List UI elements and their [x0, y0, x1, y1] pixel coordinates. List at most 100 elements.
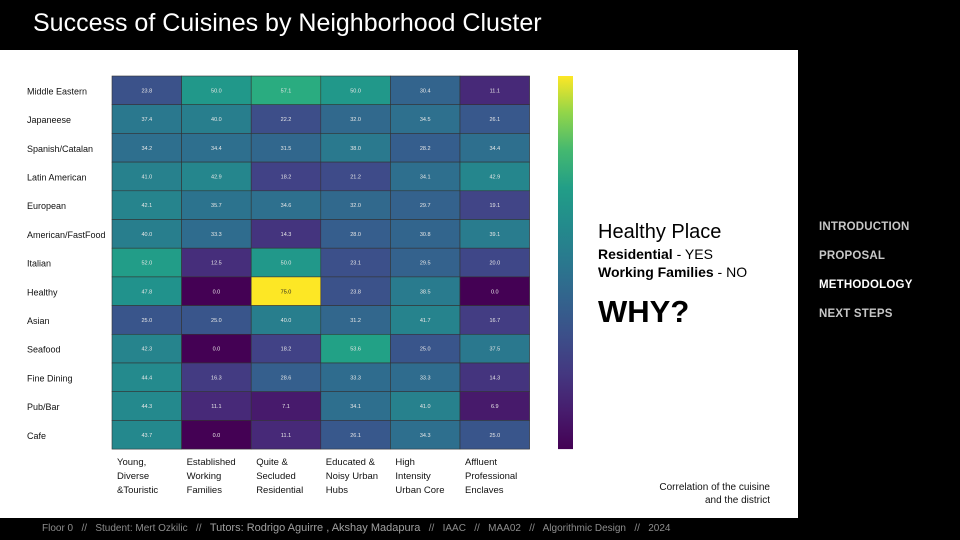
- column-label: Secluded: [256, 471, 296, 482]
- cell-value-label: 40.0: [211, 117, 222, 123]
- side-nav: INTRODUCTION PROPOSAL METHODOLOGY NEXT S…: [819, 219, 954, 335]
- column-label: Established: [187, 457, 236, 468]
- footer-bar: Floor 0 // Student: Mert Ozkilic // Tuto…: [0, 518, 960, 540]
- cell-value-label: 25.0: [489, 433, 500, 439]
- nav-next-steps[interactable]: NEXT STEPS: [819, 308, 893, 320]
- row-label: Japaneese: [27, 115, 71, 125]
- cell-value-label: 50.0: [211, 88, 222, 94]
- heatmap-cell: [111, 362, 182, 393]
- footer-text: Floor 0 // Student: Mert Ozkilic // Tuto…: [42, 522, 670, 534]
- heatmap-cell: [181, 247, 252, 278]
- heatmap-cell: [111, 420, 182, 450]
- cell-value-label: 21.2: [350, 174, 361, 180]
- row-label: Cafe: [27, 431, 46, 441]
- cell-value-label: 34.6: [281, 203, 292, 209]
- families-label: Working Families: [598, 264, 714, 280]
- colorbar: [558, 76, 573, 450]
- cell-value-label: 34.5: [420, 117, 431, 123]
- heatmap-cell: [181, 75, 252, 106]
- heatmap-cell: [250, 276, 322, 306]
- column-label: Intensity: [395, 471, 431, 482]
- column-label: Quite &: [256, 457, 288, 468]
- heatmap-cell: [320, 104, 391, 134]
- cell-value-label: 14.3: [281, 232, 292, 238]
- caption-line-2: and the district: [704, 495, 770, 506]
- column-label: Affluent: [465, 457, 497, 468]
- cell-value-label: 57.1: [281, 88, 292, 94]
- row-label: Asian: [27, 316, 50, 326]
- heatmap-cell: [111, 305, 182, 335]
- footer-tutors: Tutors: Rodrigo Aguirre , Akshay Madapur…: [209, 522, 421, 534]
- cell-value-label: 23.8: [350, 289, 361, 295]
- heatmap-cell: [390, 305, 461, 335]
- cell-value-label: 44.3: [141, 404, 152, 410]
- cell-value-label: 37.5: [489, 347, 500, 353]
- cell-value-label: 28.2: [420, 146, 431, 152]
- cell-value-label: 47.8: [141, 289, 152, 295]
- cell-value-label: 18.2: [281, 174, 292, 180]
- cell-value-label: 0.0: [491, 289, 499, 295]
- footer-right: // IAAC // MAA02 // Algorithmic Design /…: [420, 523, 671, 534]
- heatmap-cell: [181, 305, 252, 335]
- cell-value-label: 42.9: [489, 174, 500, 180]
- cell-value-label: 16.7: [489, 318, 500, 324]
- heatmap-cell: [390, 133, 461, 163]
- cell-value-label: 34.1: [350, 404, 361, 410]
- cell-value-label: 32.0: [350, 203, 361, 209]
- insight-heading: Healthy Place: [598, 221, 722, 243]
- nav-proposal[interactable]: PROPOSAL: [819, 250, 886, 262]
- heatmap-cell: [459, 362, 530, 393]
- heatmap-cell: [390, 333, 461, 364]
- cell-value-label: 25.0: [420, 347, 431, 353]
- heatmap-cell: [181, 133, 252, 163]
- cell-value-label: 34.1: [420, 174, 431, 180]
- heatmap-cell: [390, 276, 461, 306]
- cell-value-label: 6.9: [491, 404, 499, 410]
- heatmap-cell: [459, 161, 530, 192]
- insight-residential: Residential - YES: [598, 246, 788, 262]
- cell-value-label: 50.0: [350, 88, 361, 94]
- heatmap-cell: [181, 420, 252, 450]
- heatmap-cell: [250, 305, 322, 335]
- heatmap-cell: [111, 75, 182, 106]
- column-label: Diverse: [117, 471, 149, 482]
- cell-value-label: 23.8: [141, 88, 152, 94]
- heatmap-cell: [250, 420, 322, 450]
- cell-value-label: 26.1: [350, 433, 361, 439]
- column-label: Urban Core: [395, 485, 444, 496]
- cell-value-label: 40.0: [141, 232, 152, 238]
- cell-value-label: 0.0: [213, 289, 221, 295]
- row-label: American/FastFood: [27, 230, 106, 240]
- cell-value-label: 38.5: [420, 289, 431, 295]
- cell-value-label: 11.1: [211, 404, 221, 410]
- column-label: &Touristic: [117, 485, 158, 496]
- cell-value-label: 12.5: [211, 261, 222, 267]
- cell-value-label: 7.1: [282, 404, 290, 410]
- heatmap-cell: [459, 276, 530, 306]
- column-label: Families: [187, 485, 223, 496]
- heatmap-cell: [459, 247, 530, 278]
- column-label: Professional: [465, 471, 517, 482]
- cell-value-label: 11.1: [490, 88, 500, 94]
- nav-methodology[interactable]: METHODOLOGY: [819, 279, 913, 291]
- nav-introduction[interactable]: INTRODUCTION: [819, 221, 910, 233]
- cell-value-label: 35.7: [211, 203, 222, 209]
- cell-value-label: 33.3: [211, 232, 222, 238]
- cell-value-label: 41.7: [420, 318, 431, 324]
- heatmap-cell: [250, 190, 322, 220]
- heatmap-cell: [320, 362, 391, 393]
- insight-question: WHY?: [598, 294, 690, 329]
- cell-value-label: 34.4: [489, 146, 500, 152]
- cell-value-label: 31.2: [350, 318, 361, 324]
- cell-value-label: 29.7: [420, 203, 431, 209]
- cell-value-label: 31.5: [281, 146, 292, 152]
- heatmap-cell: [111, 219, 182, 249]
- cell-value-label: 16.3: [211, 375, 222, 381]
- residential-value: - YES: [672, 246, 713, 262]
- heatmap-cell: [250, 247, 322, 278]
- heatmap-cell: [250, 391, 322, 421]
- cell-value-label: 25.0: [141, 318, 152, 324]
- heatmap-cell: [111, 190, 182, 220]
- heatmap-cell: [111, 161, 182, 192]
- cell-value-label: 53.6: [350, 347, 361, 353]
